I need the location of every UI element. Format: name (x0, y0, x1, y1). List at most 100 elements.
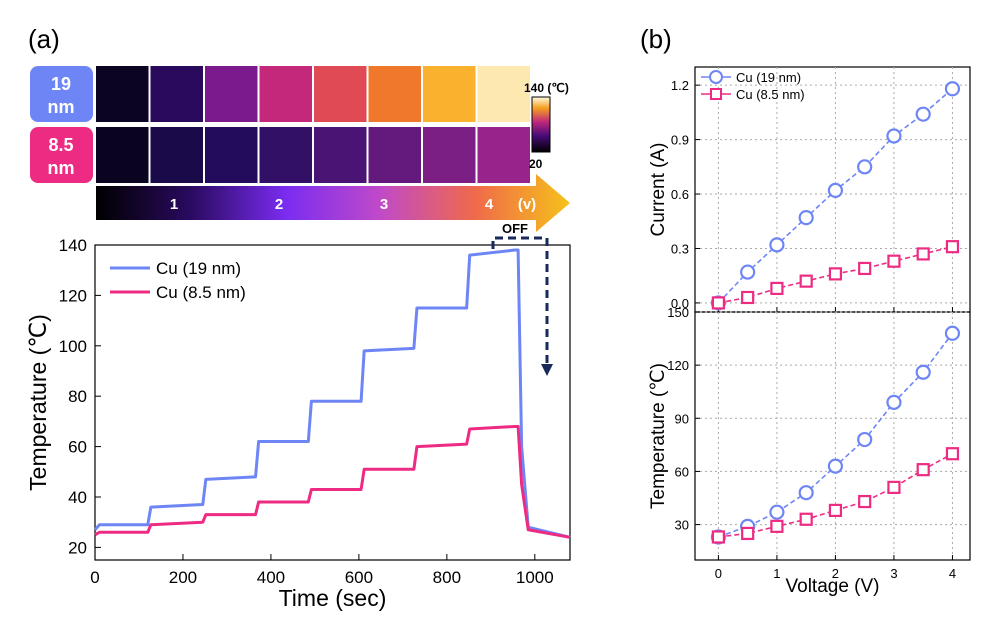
row-19nm: 19 nm (30, 66, 530, 122)
thermal-tile-row0-0 (96, 66, 149, 122)
x-tick-label: 2 (832, 566, 839, 581)
data-point-1 (828, 503, 843, 517)
data-point-0 (740, 264, 756, 280)
data-point-0 (944, 81, 961, 97)
thermal-tile-row0-3 (259, 66, 312, 122)
thermal-tile-row0-2 (205, 66, 258, 122)
chart-current-vs-voltage: 0.0 0.3 0.6 0.9 1.2 Current (A) Cu (19 nm) Cu (… (648, 66, 971, 313)
data-point-0 (886, 128, 902, 144)
y-axis-label: Temperature (℃) (25, 314, 51, 491)
thermal-tile-row1-6 (423, 127, 476, 183)
y-tick-label: 40 (68, 488, 87, 507)
thermal-tile-row1-0 (96, 127, 149, 183)
voltage-tick-2: 2 (275, 196, 283, 213)
voltage-tick-3: 3 (380, 196, 388, 213)
data-point-0 (827, 458, 844, 474)
legend-marker-1 (710, 88, 722, 100)
x-tick-label: 1 (773, 566, 780, 581)
thermal-tile-row0-6 (423, 66, 476, 122)
data-point-0 (798, 485, 814, 501)
y-tick-label: 120 (59, 286, 87, 305)
thermal-tile-row0-4 (314, 66, 367, 122)
row-label-19nm-line2: nm (48, 97, 75, 117)
y-tick-label: 0.3 (671, 241, 689, 256)
series-line-0 (93, 248, 571, 539)
data-point-1 (916, 247, 930, 261)
y-axis-label: Current (A) (648, 143, 669, 237)
y-tick-label: 90 (675, 411, 689, 426)
thermal-tile-row0-1 (150, 66, 203, 122)
thermal-tile-row0-5 (368, 66, 421, 122)
thermal-tile-row1-4 (314, 127, 367, 183)
colorbar: 140 (℃) 20 (524, 81, 569, 171)
data-point-1 (858, 494, 872, 509)
data-point-1 (741, 290, 755, 305)
data-point-1 (711, 296, 726, 310)
thermal-image-grid: 19 nm 8.5 nm (30, 66, 530, 183)
thermal-tile-row0-7 (477, 66, 530, 122)
thermal-tile-row1-7 (477, 127, 530, 183)
data-point-1 (887, 480, 901, 494)
data-point-1 (945, 240, 960, 254)
y-axis-label: Temperature (℃) (648, 363, 669, 509)
data-point-0 (857, 431, 873, 448)
y-tick-label: 1.2 (671, 78, 689, 93)
off-dashed-arrow (491, 236, 549, 366)
data-point-1 (799, 512, 813, 526)
x-tick-label: 3 (890, 566, 897, 581)
data-point-1 (887, 254, 901, 268)
plot-frame (94, 244, 571, 561)
x-tick-label: 800 (433, 568, 461, 587)
series-line-1 (94, 424, 571, 539)
y-tick-label: 30 (675, 518, 689, 533)
y-tick-label: 60 (675, 464, 689, 479)
data-point-1 (799, 274, 813, 288)
row-label-19nm-line1: 19 (51, 74, 71, 94)
y-tick-label: 60 (68, 438, 87, 457)
colorbar-gradient (531, 96, 551, 153)
x-tick-label: 400 (257, 568, 285, 587)
data-point-0 (886, 394, 902, 410)
data-point-0 (769, 504, 785, 520)
voltage-tick-4: 4 (485, 196, 494, 213)
legend-label-1: Cu (8.5 nm) (156, 283, 246, 302)
legend-marker-0 (709, 70, 723, 84)
x-tick-label: 0 (715, 566, 722, 581)
x-tick-label: 600 (345, 568, 373, 587)
data-point-1 (916, 463, 930, 477)
panel-label-a: (a) (28, 24, 60, 54)
colorbar-min-label: 20 (529, 157, 543, 171)
data-point-0 (827, 182, 844, 199)
row-label-19nm-badge (30, 66, 93, 122)
row-label-8.5nm-line2: nm (48, 158, 75, 178)
thermal-tile-row1-3 (259, 127, 312, 183)
data-point-0 (857, 159, 873, 175)
legend-label-0: Cu (19 nm) (736, 70, 801, 85)
panel-label-b: (b) (640, 24, 672, 54)
data-point-0 (915, 364, 931, 380)
voltage-tick-1: 1 (170, 196, 178, 213)
data-point-0 (915, 106, 931, 122)
y-tick-label: 150 (667, 305, 689, 320)
data-point-1 (858, 261, 872, 276)
y-tick-label: 0.0 (671, 296, 689, 311)
data-point-0 (798, 210, 814, 226)
y-tick-label: 120 (667, 358, 689, 373)
off-annotation: OFF (502, 221, 528, 236)
thermal-tile-row1-5 (368, 127, 421, 183)
y-tick-label: 140 (59, 236, 87, 255)
off-arrow-head (541, 364, 553, 376)
data-point-1 (770, 281, 784, 296)
voltage-arrow-shape (96, 174, 570, 232)
voltage-arrow: 1 2 3 4 (v) (96, 174, 570, 232)
thermal-tile-row1-1 (150, 127, 203, 183)
y-tick-label: 80 (68, 387, 87, 406)
row-label-8.5nm-line1: 8.5 (48, 135, 73, 155)
data-point-1 (945, 447, 960, 461)
legend-label-1: Cu (8.5 nm) (736, 87, 805, 102)
y-tick-label: 100 (59, 337, 87, 356)
voltage-unit: (v) (518, 196, 536, 213)
data-point-1 (828, 267, 843, 281)
data-point-0 (944, 325, 961, 341)
